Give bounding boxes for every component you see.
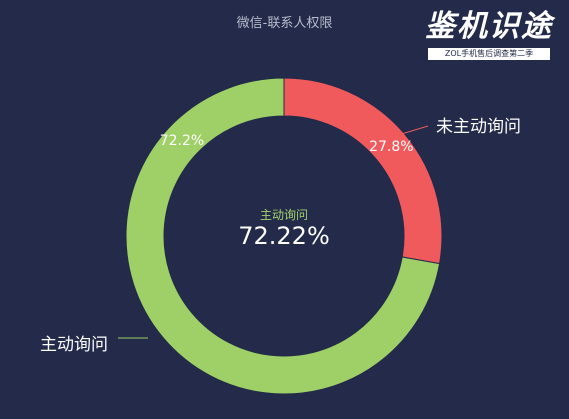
brand-logo: 鉴机识途 bbox=[425, 9, 553, 44]
brand-watermark: 鉴机识途 ZOL手机售后调查第二季 bbox=[419, 10, 559, 60]
chart-title: 微信-联系人权限 bbox=[236, 16, 333, 31]
brand-subtitle: ZOL手机售后调查第二季 bbox=[428, 48, 550, 60]
center-value: 72.22% bbox=[238, 222, 330, 250]
slice-name-label: 未主动询问 bbox=[436, 117, 521, 137]
center-label: 主动询问 bbox=[259, 208, 308, 222]
slice-name-label: 主动询问 bbox=[40, 335, 108, 355]
donut-slice-asked bbox=[125, 77, 441, 395]
slice-percent-label: 72.2% bbox=[160, 133, 204, 149]
leader-line bbox=[394, 125, 429, 137]
slice-percent-label: 27.8% bbox=[369, 139, 413, 155]
